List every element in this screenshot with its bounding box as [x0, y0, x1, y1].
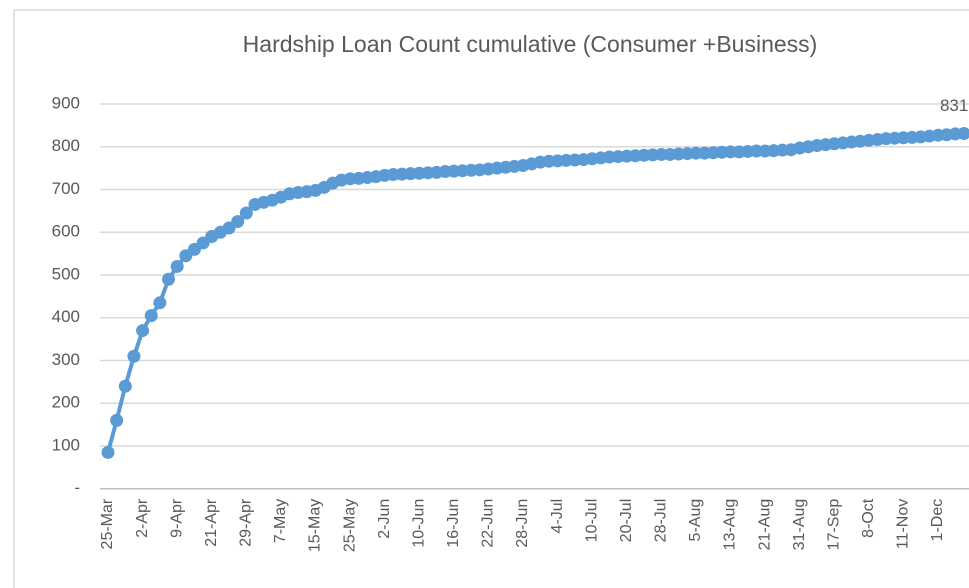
y-tick-label: 700 — [52, 179, 80, 198]
y-tick-label: 600 — [52, 222, 80, 241]
point-marker — [118, 379, 132, 393]
point-marker — [170, 259, 184, 273]
x-tick-label: 25-May — [341, 499, 358, 552]
x-tick-label: 22-Jun — [480, 499, 497, 548]
point-marker — [153, 296, 167, 310]
y-tick-label: 100 — [52, 435, 80, 454]
y-tick-label: 900 — [52, 93, 80, 112]
x-tick-label: 15-May — [307, 499, 324, 552]
point-marker — [162, 272, 176, 286]
x-tick-label: 16-Jun — [445, 499, 462, 548]
point-marker — [110, 413, 124, 427]
x-tick-label: 4-Jul — [549, 499, 566, 534]
x-tick-label: 10-Jul — [583, 499, 600, 543]
x-tick-label: 5-Aug — [687, 499, 704, 542]
y-tick-label: 200 — [52, 393, 80, 412]
x-tick-label: 2-Jun — [376, 499, 393, 539]
x-tick-label: 29-Apr — [238, 498, 255, 547]
x-tick-label: 21-Apr — [203, 498, 220, 547]
y-tick-label: 500 — [52, 264, 80, 283]
x-tick-label: 10-Jun — [410, 499, 427, 548]
point-marker — [127, 349, 141, 363]
x-tick-label: 20-Jul — [618, 499, 635, 543]
data-label: 831 — [940, 96, 968, 115]
x-tick-label: 28-Jun — [514, 499, 531, 548]
series-line — [106, 131, 965, 453]
x-tick-label: 21-Aug — [756, 499, 773, 551]
point-marker — [101, 445, 115, 459]
point-marker — [957, 126, 969, 140]
x-tick-label: 17-Sep — [825, 499, 842, 551]
x-tick-label: 25-Mar — [99, 498, 116, 549]
x-tick-label: 9-Apr — [168, 498, 185, 538]
y-tick-label: - — [74, 478, 80, 497]
point-marker — [239, 206, 253, 220]
x-tick-label: 8-Oct — [860, 498, 877, 538]
y-tick-label: 300 — [52, 350, 80, 369]
x-tick-label: 1-Dec — [929, 499, 946, 542]
y-tick-label: 400 — [52, 307, 80, 326]
y-tick-label: 800 — [52, 136, 80, 155]
point-marker — [144, 309, 158, 323]
x-tick-label: 11-Nov — [895, 499, 912, 549]
point-marker — [231, 215, 245, 229]
x-tick-label: 31-Aug — [791, 499, 808, 551]
point-marker — [136, 324, 150, 338]
x-tick-label: 7-May — [272, 499, 289, 543]
x-tick-label: 2-Apr — [134, 498, 151, 538]
x-tick-label: 28-Jul — [653, 499, 670, 543]
x-tick-label: 13-Aug — [722, 499, 739, 551]
chart-title: Hardship Loan Count cumulative (Consumer… — [243, 31, 818, 57]
